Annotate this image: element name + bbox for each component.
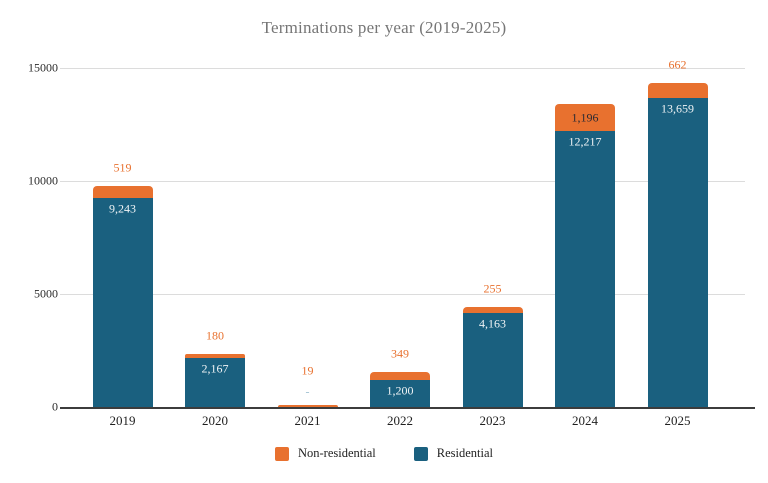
bar-2025-non-residential-label: 662 xyxy=(668,57,687,72)
legend-label: Residential xyxy=(436,446,493,460)
gridline-10000 xyxy=(60,181,745,182)
x-axis-label-2020: 2020 xyxy=(202,413,228,428)
gridline-5000 xyxy=(60,294,745,295)
legend-item-residential[interactable]: Residential xyxy=(413,446,493,461)
chart-title: Terminations per year (2019-2025) xyxy=(261,18,507,37)
bar-2023-residential-segment[interactable] xyxy=(462,312,523,407)
bar-2020-residential-segment[interactable] xyxy=(185,358,245,407)
x-axis-label-2023: 2023 xyxy=(479,413,506,428)
bar-2024-residential-segment[interactable] xyxy=(555,130,615,407)
x-axis-label-2021: 2021 xyxy=(294,413,321,428)
bar-2021-non-residential-segment[interactable] xyxy=(277,405,338,407)
y-axis-tick-label-5000: 5000 xyxy=(34,286,58,301)
chart-legend: Non-residential Residential xyxy=(0,446,768,461)
legend-item-non-residential[interactable]: Non-residential xyxy=(274,446,376,461)
bar-2022-non-residential-label: 349 xyxy=(391,346,409,361)
y-axis-tick-label-15000: 15000 xyxy=(28,60,58,75)
bar-2020-non-residential-label: 180 xyxy=(206,328,224,343)
bar-2023-non-residential-segment[interactable] xyxy=(462,307,523,313)
y-axis-tick-label-0: 0 xyxy=(52,399,58,414)
bar-2025-residential-segment[interactable] xyxy=(647,98,708,407)
bar-2023-non-residential-label: 255 xyxy=(483,281,502,296)
bar-2021-residential-label: - xyxy=(305,384,310,399)
bar-2024-non-residential-label: 1,196 xyxy=(571,110,599,125)
bar-2023-residential-label: 4,163 xyxy=(479,316,506,331)
bar-2019-non-residential-segment[interactable] xyxy=(92,186,153,199)
gridline-15000 xyxy=(60,68,745,69)
bar-2024-residential-label: 12,217 xyxy=(568,134,602,149)
x-axis-label-2019: 2019 xyxy=(109,413,136,428)
bar-2024-non-residential-segment[interactable] xyxy=(555,103,615,131)
bar-2021-non-residential-label: 19 xyxy=(301,363,314,378)
legend-swatch-icon xyxy=(274,446,289,461)
bar-2025-non-residential-segment[interactable] xyxy=(647,83,708,99)
x-axis-line xyxy=(60,407,755,409)
bar-2020-non-residential-segment[interactable] xyxy=(185,353,245,359)
bar-2022-residential-segment[interactable] xyxy=(370,379,430,407)
bar-2022-residential-label: 1,200 xyxy=(386,383,414,398)
bar-2025-residential-label: 13,659 xyxy=(661,101,694,116)
bar-2020-residential-label: 2,167 xyxy=(201,361,229,376)
x-axis-label-2024: 2024 xyxy=(572,413,598,428)
legend-swatch-icon xyxy=(413,446,428,461)
y-axis-tick-label-10000: 10000 xyxy=(28,173,58,188)
legend-label: Non-residential xyxy=(297,446,376,460)
bar-2019-residential-segment[interactable] xyxy=(92,198,153,407)
bar-2022-non-residential-segment[interactable] xyxy=(370,371,430,380)
x-axis-label-2022: 2022 xyxy=(387,413,413,428)
x-axis-label-2025: 2025 xyxy=(664,413,691,428)
bar-2019-residential-label: 9,243 xyxy=(109,201,136,216)
bar-2019-non-residential-label: 519 xyxy=(113,160,132,175)
